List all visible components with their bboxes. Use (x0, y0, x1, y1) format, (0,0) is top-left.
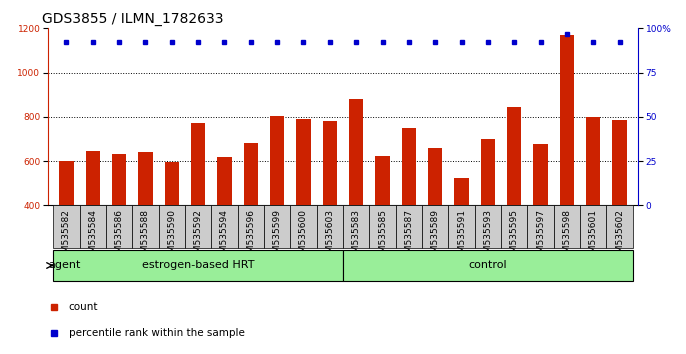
Bar (343, 250, 632, 281)
Bar (270, 116, 285, 205)
Bar (264, 205, 290, 248)
Bar (606, 205, 632, 248)
Text: GSM535591: GSM535591 (457, 209, 466, 264)
Bar (580, 205, 606, 248)
Bar (191, 124, 205, 205)
Bar (396, 205, 422, 248)
Bar (86, 151, 100, 205)
Bar (401, 128, 416, 205)
Bar (449, 205, 475, 248)
Text: GSM535600: GSM535600 (299, 209, 308, 264)
Bar (560, 35, 574, 205)
Text: GSM535583: GSM535583 (352, 209, 361, 264)
Bar (296, 119, 311, 205)
Text: GSM535594: GSM535594 (220, 209, 229, 264)
Text: agent: agent (49, 261, 81, 270)
Text: GSM535603: GSM535603 (325, 209, 334, 264)
Bar (217, 156, 232, 205)
Bar (165, 162, 179, 205)
Text: percentile rank within the sample: percentile rank within the sample (69, 328, 244, 338)
Bar (613, 120, 627, 205)
Text: GSM535584: GSM535584 (88, 209, 97, 264)
Text: GSM535590: GSM535590 (167, 209, 176, 264)
Bar (237, 205, 264, 248)
Bar (422, 205, 449, 248)
Bar (501, 205, 528, 248)
Bar (528, 205, 554, 248)
Bar (554, 205, 580, 248)
Text: GSM535586: GSM535586 (115, 209, 123, 264)
Text: GSM535593: GSM535593 (484, 209, 493, 264)
Text: GSM535595: GSM535595 (510, 209, 519, 264)
Bar (317, 205, 343, 248)
Bar (59, 161, 73, 205)
Text: GSM535587: GSM535587 (404, 209, 414, 264)
Bar (80, 205, 106, 248)
Bar (586, 117, 600, 205)
Bar (185, 205, 211, 248)
Text: GSM535589: GSM535589 (431, 209, 440, 264)
Text: GSM535599: GSM535599 (272, 209, 282, 264)
Bar (481, 139, 495, 205)
Text: GSM535602: GSM535602 (615, 209, 624, 264)
Text: GSM535596: GSM535596 (246, 209, 255, 264)
Text: GSM535588: GSM535588 (141, 209, 150, 264)
Bar (290, 205, 317, 248)
Bar (112, 154, 126, 205)
Bar (369, 205, 396, 248)
Bar (375, 155, 390, 205)
Text: GSM535582: GSM535582 (62, 209, 71, 264)
Bar (132, 205, 158, 248)
Text: estrogen-based HRT: estrogen-based HRT (142, 261, 255, 270)
Bar (138, 152, 153, 205)
Text: GDS3855 / ILMN_1782633: GDS3855 / ILMN_1782633 (42, 12, 224, 26)
Text: GSM535601: GSM535601 (589, 209, 598, 264)
Bar (475, 205, 501, 248)
Bar (54, 205, 80, 248)
Bar (322, 121, 337, 205)
Text: GSM535598: GSM535598 (563, 209, 571, 264)
Text: count: count (69, 302, 98, 312)
Bar (244, 143, 258, 205)
Bar (211, 205, 237, 248)
Text: GSM535585: GSM535585 (378, 209, 387, 264)
Bar (428, 148, 442, 205)
Bar (54, 250, 343, 281)
Bar (158, 205, 185, 248)
Text: control: control (469, 261, 507, 270)
Bar (349, 99, 364, 205)
Bar (106, 205, 132, 248)
Bar (454, 178, 469, 205)
Bar (533, 144, 548, 205)
Bar (507, 107, 521, 205)
Bar (343, 205, 369, 248)
Text: GSM535592: GSM535592 (193, 209, 202, 264)
Text: GSM535597: GSM535597 (536, 209, 545, 264)
